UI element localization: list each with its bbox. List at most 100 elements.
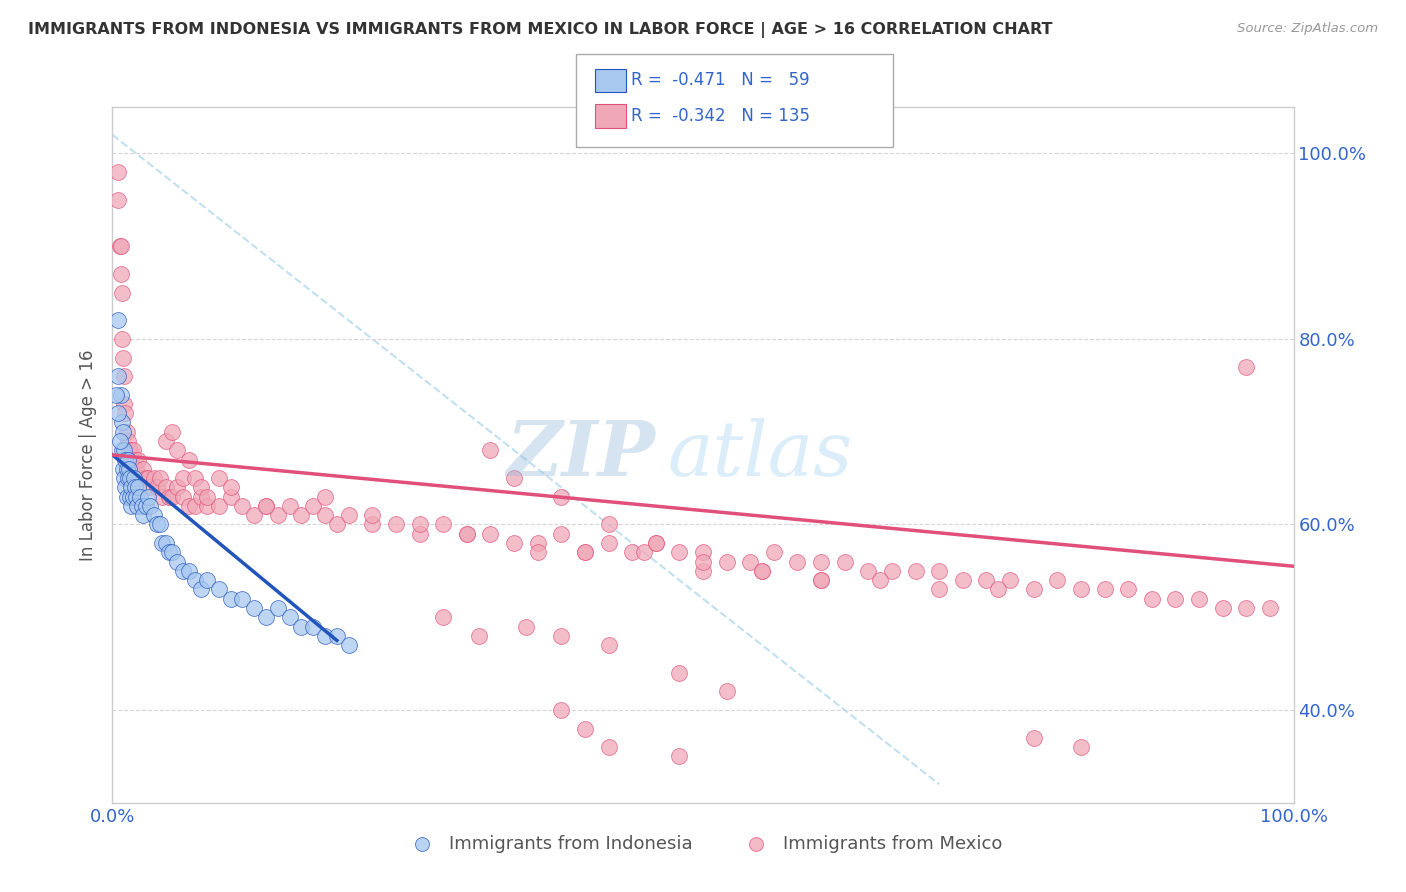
Point	[326, 517, 349, 532]
Point	[112, 443, 135, 458]
Point	[149, 471, 172, 485]
Point	[361, 508, 384, 523]
Point	[155, 434, 177, 448]
Point	[146, 480, 169, 494]
Point	[880, 564, 903, 578]
Text: Source: ZipAtlas.com: Source: ZipAtlas.com	[1237, 22, 1378, 36]
Y-axis label: In Labor Force | Age > 16: In Labor Force | Age > 16	[79, 349, 97, 561]
Point	[110, 267, 132, 281]
Point	[179, 452, 201, 467]
Point	[952, 573, 974, 587]
Point	[598, 740, 620, 755]
Point	[503, 536, 526, 550]
Point	[125, 462, 148, 476]
Point	[160, 425, 183, 439]
Point	[129, 471, 152, 485]
Point	[633, 545, 655, 559]
Point	[219, 591, 242, 606]
Point	[190, 480, 212, 494]
Point	[127, 499, 149, 513]
Point	[267, 508, 290, 523]
Point	[326, 629, 349, 643]
Point	[142, 508, 165, 523]
Point	[231, 499, 253, 513]
Point	[987, 582, 1010, 597]
Point	[526, 545, 548, 559]
Point	[503, 471, 526, 485]
Point	[107, 165, 129, 179]
Point	[550, 526, 572, 541]
Point	[314, 508, 336, 523]
Point	[1070, 582, 1092, 597]
Point	[190, 490, 212, 504]
Point	[408, 517, 430, 532]
Point	[120, 490, 142, 504]
Point	[157, 545, 180, 559]
Point	[621, 545, 644, 559]
Point	[112, 397, 135, 411]
Point	[858, 564, 880, 578]
Point	[121, 443, 143, 458]
Point	[166, 555, 188, 569]
Point	[160, 490, 183, 504]
Point	[107, 406, 129, 420]
Point	[385, 517, 408, 532]
Point	[337, 508, 360, 523]
Point	[195, 490, 218, 504]
Point	[550, 490, 572, 504]
Point	[114, 480, 136, 494]
Point	[1188, 591, 1211, 606]
Point	[118, 443, 141, 458]
Point	[810, 555, 832, 569]
Point	[132, 508, 155, 523]
Point	[150, 490, 173, 504]
Point	[136, 490, 159, 504]
Point	[976, 573, 998, 587]
Point	[208, 471, 231, 485]
Point	[111, 285, 134, 300]
Point	[107, 313, 129, 327]
Point	[120, 499, 142, 513]
Point	[574, 545, 596, 559]
Point	[115, 425, 138, 439]
Point	[117, 434, 139, 448]
Point	[668, 749, 690, 764]
Point	[928, 564, 950, 578]
Point	[254, 499, 277, 513]
Point	[166, 480, 188, 494]
Point	[278, 499, 301, 513]
Point	[135, 499, 157, 513]
Point	[1140, 591, 1163, 606]
Point	[122, 462, 145, 476]
Point	[128, 490, 150, 504]
Point	[112, 351, 135, 365]
Point	[110, 387, 132, 401]
Point	[105, 387, 128, 401]
Point	[146, 517, 169, 532]
Point	[127, 480, 149, 494]
Point	[834, 555, 856, 569]
Point	[117, 471, 139, 485]
Point	[120, 452, 142, 467]
Point	[124, 480, 146, 494]
Point	[302, 619, 325, 633]
Point	[131, 499, 153, 513]
Point	[1164, 591, 1187, 606]
Point	[115, 490, 138, 504]
Point	[139, 480, 162, 494]
Point	[120, 443, 142, 458]
Point	[112, 425, 135, 439]
Point	[179, 564, 201, 578]
Point	[231, 591, 253, 606]
Point	[219, 480, 242, 494]
Point	[112, 471, 135, 485]
Point	[179, 499, 201, 513]
Point	[479, 443, 502, 458]
Point	[550, 703, 572, 717]
Point	[515, 619, 537, 633]
Point	[574, 545, 596, 559]
Point	[716, 684, 738, 698]
Point	[810, 573, 832, 587]
Point	[550, 629, 572, 643]
Text: ZIP: ZIP	[508, 418, 655, 491]
